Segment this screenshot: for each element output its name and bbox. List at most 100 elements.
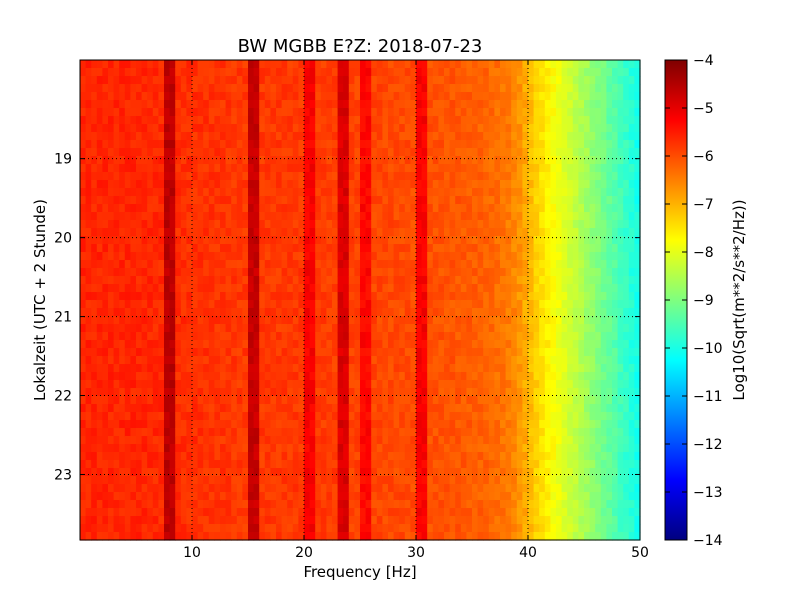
heatmap-cell bbox=[147, 332, 154, 341]
heatmap-cell bbox=[309, 84, 316, 93]
heatmap-cell bbox=[91, 276, 98, 285]
heatmap-cell bbox=[533, 84, 540, 93]
heatmap-cell bbox=[343, 484, 350, 493]
heatmap-cell bbox=[326, 252, 333, 261]
heatmap-cell bbox=[309, 452, 316, 461]
heatmap-cell bbox=[365, 236, 372, 245]
heatmap-cell bbox=[119, 316, 126, 325]
heatmap-cell bbox=[460, 92, 467, 101]
heatmap-cell bbox=[483, 188, 490, 197]
heatmap-cell bbox=[382, 284, 389, 293]
heatmap-cell bbox=[522, 532, 529, 541]
heatmap-cell bbox=[466, 516, 473, 525]
heatmap-cell bbox=[511, 332, 518, 341]
heatmap-cell bbox=[91, 116, 98, 125]
heatmap-cell bbox=[472, 332, 479, 341]
heatmap-cell bbox=[85, 156, 92, 165]
heatmap-cell bbox=[253, 60, 260, 69]
heatmap-cell bbox=[427, 164, 434, 173]
heatmap-cell bbox=[472, 524, 479, 533]
heatmap-cell bbox=[186, 396, 193, 405]
heatmap-cell bbox=[220, 116, 227, 125]
heatmap-cell bbox=[516, 524, 523, 533]
heatmap-cell bbox=[236, 420, 243, 429]
heatmap-cell bbox=[376, 92, 383, 101]
heatmap-cell bbox=[320, 188, 327, 197]
heatmap-cell bbox=[113, 460, 120, 469]
heatmap-cell bbox=[236, 204, 243, 213]
heatmap-cell bbox=[292, 460, 299, 469]
heatmap-cell bbox=[371, 204, 378, 213]
heatmap-cell bbox=[175, 244, 182, 253]
heatmap-cell bbox=[253, 380, 260, 389]
heatmap-cell bbox=[382, 396, 389, 405]
heatmap-cell bbox=[96, 420, 103, 429]
heatmap-cell bbox=[242, 452, 249, 461]
heatmap-cell bbox=[231, 260, 238, 269]
heatmap-cell bbox=[382, 308, 389, 317]
heatmap-cell bbox=[528, 412, 535, 421]
heatmap-cell bbox=[276, 156, 283, 165]
heatmap-cell bbox=[141, 444, 148, 453]
heatmap-cell bbox=[136, 60, 143, 69]
heatmap-cell bbox=[214, 292, 221, 301]
heatmap-cell bbox=[242, 444, 249, 453]
heatmap-cell bbox=[315, 228, 322, 237]
heatmap-cell bbox=[343, 92, 350, 101]
heatmap-cell bbox=[287, 524, 294, 533]
heatmap-cell bbox=[320, 196, 327, 205]
heatmap-cell bbox=[505, 388, 512, 397]
heatmap-cell bbox=[264, 196, 271, 205]
heatmap-cell bbox=[477, 372, 484, 381]
heatmap-cell bbox=[376, 532, 383, 541]
heatmap-cell bbox=[427, 148, 434, 157]
heatmap-cell bbox=[214, 412, 221, 421]
heatmap-cell bbox=[220, 412, 227, 421]
heatmap-cell bbox=[214, 100, 221, 109]
heatmap-cell bbox=[192, 396, 199, 405]
heatmap-cell bbox=[360, 252, 367, 261]
heatmap-cell bbox=[416, 188, 423, 197]
heatmap-cell bbox=[528, 276, 535, 285]
heatmap-cell bbox=[404, 68, 411, 77]
heatmap-cell bbox=[270, 356, 277, 365]
heatmap-cell bbox=[360, 172, 367, 181]
heatmap-cell bbox=[180, 228, 187, 237]
heatmap-cell bbox=[220, 124, 227, 133]
heatmap-cell bbox=[136, 268, 143, 277]
heatmap-cell bbox=[360, 340, 367, 349]
heatmap-cell bbox=[488, 204, 495, 213]
heatmap-cell bbox=[528, 180, 535, 189]
heatmap-cell bbox=[404, 412, 411, 421]
heatmap-cell bbox=[113, 268, 120, 277]
heatmap-cell bbox=[164, 204, 171, 213]
heatmap-cell bbox=[320, 132, 327, 141]
heatmap-cell bbox=[522, 468, 529, 477]
heatmap-cell bbox=[416, 196, 423, 205]
heatmap-cell bbox=[354, 484, 361, 493]
heatmap-cell bbox=[382, 316, 389, 325]
heatmap-cell bbox=[197, 396, 204, 405]
heatmap-cell bbox=[421, 132, 428, 141]
heatmap-cell bbox=[309, 404, 316, 413]
heatmap-cell bbox=[315, 372, 322, 381]
heatmap-cell bbox=[455, 204, 462, 213]
heatmap-cell bbox=[365, 340, 372, 349]
heatmap-cell bbox=[197, 404, 204, 413]
heatmap-cell bbox=[416, 524, 423, 533]
heatmap-cell bbox=[539, 292, 546, 301]
heatmap-cell bbox=[259, 396, 266, 405]
heatmap-cell bbox=[175, 420, 182, 429]
heatmap-cell bbox=[136, 524, 143, 533]
heatmap-cell bbox=[360, 180, 367, 189]
heatmap-cell bbox=[276, 84, 283, 93]
heatmap-cell bbox=[449, 92, 456, 101]
heatmap-cell bbox=[348, 364, 355, 373]
heatmap-cell bbox=[304, 92, 311, 101]
heatmap-cell bbox=[248, 428, 255, 437]
heatmap-cell bbox=[404, 380, 411, 389]
heatmap-cell bbox=[438, 108, 445, 117]
heatmap-cell bbox=[494, 356, 501, 365]
heatmap-cell bbox=[348, 76, 355, 85]
heatmap-cell bbox=[388, 228, 395, 237]
